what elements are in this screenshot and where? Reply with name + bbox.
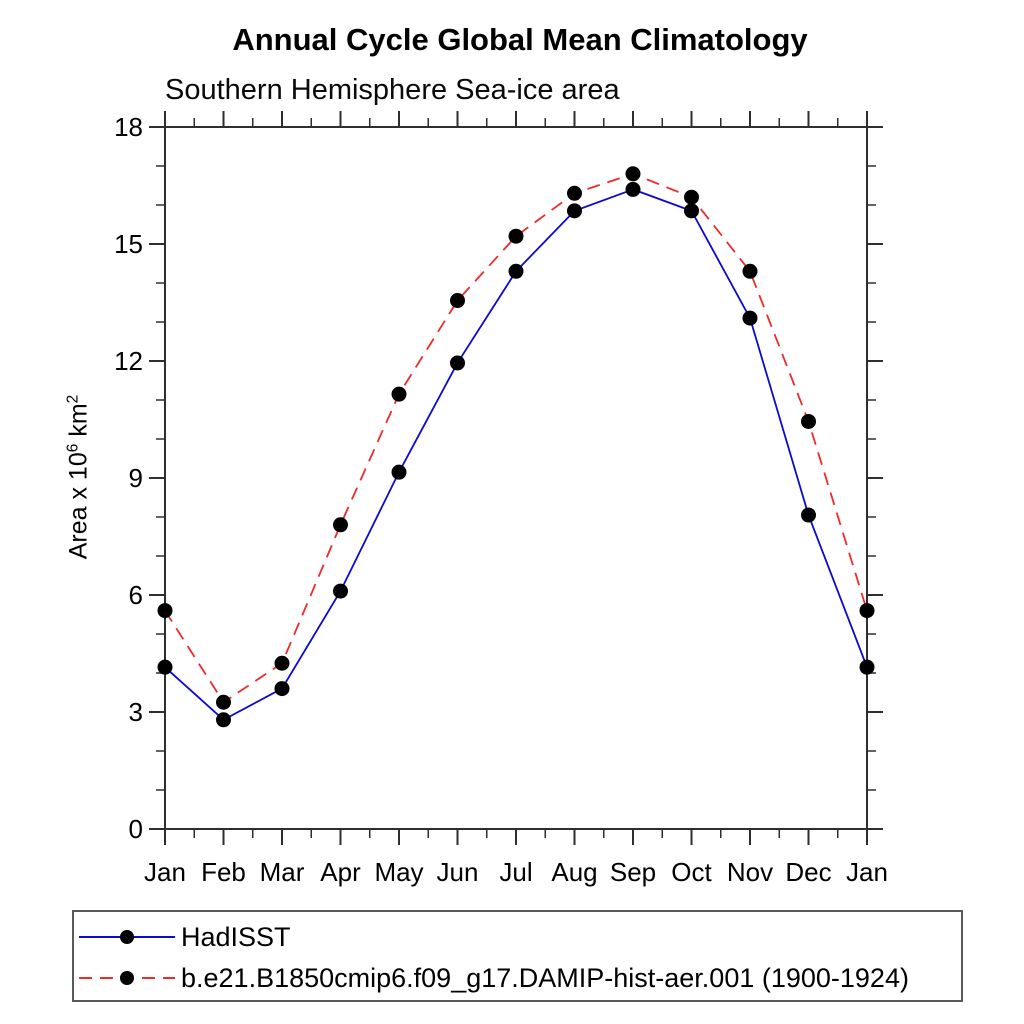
legend-line-sample-model [79,971,175,985]
data-point-marker [742,263,758,279]
data-point-marker [859,603,875,619]
data-point-marker [742,310,758,326]
legend-label-hadisst: HadISST [181,921,291,952]
x-tick-label: May [374,857,423,887]
data-point-marker [567,185,582,201]
x-tick-label: Apr [320,857,361,887]
data-point-marker [801,413,816,429]
data-point-marker [508,228,524,244]
y-tick-label: 18 [114,112,143,142]
data-point-marker [450,355,465,371]
data-point-marker [216,712,231,728]
y-tick-label: 3 [129,697,143,727]
x-tick-label: Mar [260,857,305,887]
y-tick-label: 15 [114,229,143,259]
y-tick-label: 12 [114,346,143,376]
series-model [157,166,875,710]
x-tick-label: Sep [610,857,656,887]
legend-box: HadISST b.e21.B1850cmip6.f09_g17.DAMIP-h… [72,910,963,1002]
data-point-marker [274,681,290,697]
legend-line-sample-hadisst [79,930,175,944]
data-point-marker [567,203,582,219]
y-tick-label: 9 [129,463,143,493]
data-point-marker [333,583,348,599]
data-point-marker [684,203,699,219]
data-point-marker [391,386,407,402]
data-point-marker [274,655,290,671]
data-point-marker [157,603,173,619]
x-tick-label: Jul [499,857,532,887]
y-tick-label: 0 [129,814,143,844]
y-tick-label: 6 [129,580,143,610]
data-point-marker [684,189,699,205]
x-tick-label: Nov [727,857,773,887]
x-tick-label: Feb [201,857,246,887]
data-point-marker [801,507,816,523]
data-point-marker [157,659,173,675]
legend-item-model: b.e21.B1850cmip6.f09_g17.DAMIP-hist-aer.… [79,963,909,993]
data-point-marker [216,694,231,710]
series-hadisst [157,181,875,728]
data-point-marker [333,517,348,533]
data-point-marker [625,166,641,182]
axes: Jan Feb Mar Apr May Jun Jul Aug Sep Oct Nov Dec Jan0… [114,111,888,887]
chart-title: Annual Cycle Global Mean Climatology [232,22,808,57]
data-point-marker [625,181,641,197]
data-point-marker [391,464,407,480]
data-point-marker [859,659,875,675]
data-point-marker [508,263,524,279]
x-tick-label: Oct [671,857,712,887]
x-tick-label: Aug [551,857,597,887]
x-tick-label: Dec [785,857,831,887]
legend-label-model: b.e21.B1850cmip6.f09_g17.DAMIP-hist-aer.… [181,962,909,993]
chart-subtitle: Southern Hemisphere Sea-ice area [165,74,620,106]
data-point-marker [450,293,465,309]
x-tick-label: Jan [846,857,888,887]
x-tick-label: Jun [437,857,479,887]
x-tick-label: Jan [144,857,186,887]
legend-item-hadisst: HadISST [79,922,291,952]
